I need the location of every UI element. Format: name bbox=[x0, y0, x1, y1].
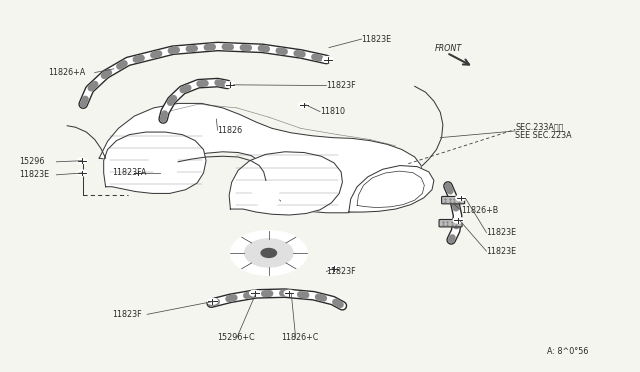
Text: A: 8^0°56: A: 8^0°56 bbox=[547, 347, 589, 356]
FancyBboxPatch shape bbox=[442, 196, 465, 204]
Text: 11826+C: 11826+C bbox=[282, 333, 319, 342]
Circle shape bbox=[225, 82, 236, 88]
Circle shape bbox=[329, 266, 339, 272]
Text: 11823E: 11823E bbox=[362, 35, 392, 44]
Circle shape bbox=[77, 158, 87, 164]
Circle shape bbox=[77, 170, 87, 176]
Polygon shape bbox=[99, 103, 422, 213]
Polygon shape bbox=[104, 132, 206, 193]
Text: 11826+B: 11826+B bbox=[461, 206, 498, 215]
Circle shape bbox=[244, 239, 293, 267]
Text: 11823E: 11823E bbox=[486, 228, 516, 237]
Text: 11826: 11826 bbox=[218, 126, 243, 135]
Circle shape bbox=[323, 57, 333, 62]
Text: 11823E: 11823E bbox=[486, 247, 516, 256]
Text: FRONT: FRONT bbox=[435, 44, 463, 53]
Text: SEC.233A参照: SEC.233A参照 bbox=[515, 122, 564, 131]
Circle shape bbox=[453, 217, 463, 223]
Circle shape bbox=[132, 170, 143, 176]
Circle shape bbox=[256, 194, 279, 208]
Polygon shape bbox=[349, 166, 434, 212]
Polygon shape bbox=[357, 171, 424, 208]
Text: 11826+A: 11826+A bbox=[48, 68, 85, 77]
Circle shape bbox=[284, 290, 294, 296]
Circle shape bbox=[299, 102, 309, 108]
Circle shape bbox=[250, 290, 260, 296]
Circle shape bbox=[207, 298, 218, 304]
Text: 15296+C: 15296+C bbox=[218, 333, 255, 342]
Circle shape bbox=[149, 152, 177, 168]
Text: 15296: 15296 bbox=[19, 157, 45, 166]
Text: 11823F: 11823F bbox=[326, 81, 356, 90]
Text: 11823E: 11823E bbox=[19, 170, 49, 179]
Circle shape bbox=[230, 231, 307, 275]
Circle shape bbox=[154, 164, 177, 178]
Circle shape bbox=[456, 195, 466, 201]
Text: 11823F: 11823F bbox=[326, 267, 356, 276]
FancyBboxPatch shape bbox=[439, 219, 462, 227]
Text: 11823FA: 11823FA bbox=[112, 169, 147, 177]
Text: 11823F: 11823F bbox=[112, 310, 141, 319]
Text: SEE SEC.223A: SEE SEC.223A bbox=[515, 131, 572, 140]
Circle shape bbox=[261, 248, 276, 257]
Polygon shape bbox=[229, 152, 342, 215]
Circle shape bbox=[252, 182, 280, 198]
Text: 11810: 11810 bbox=[320, 107, 345, 116]
